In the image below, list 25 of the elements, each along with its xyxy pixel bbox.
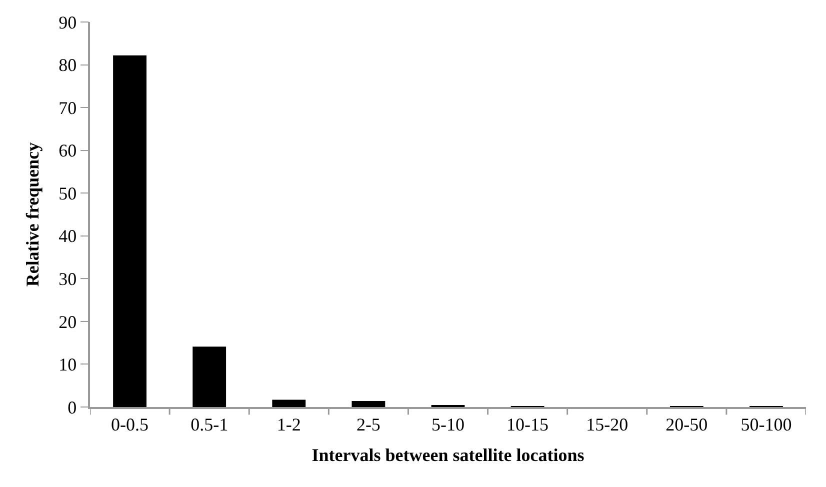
y-tick-label: 90	[58, 12, 77, 32]
x-tick-label: 2-5	[356, 414, 380, 434]
x-tick-label: 20-50	[666, 414, 708, 434]
bar	[272, 400, 306, 407]
y-tick-label: 50	[58, 183, 77, 204]
x-tick-label: 1-2	[276, 414, 301, 434]
x-tick-label: 0.5-1	[190, 414, 228, 434]
x-tick-label: 0-0.5	[111, 414, 149, 434]
y-tick-label: 80	[58, 55, 77, 76]
y-axis-title: Relative frequency	[22, 142, 42, 287]
y-tick-label: 20	[58, 312, 77, 332]
bar	[192, 346, 226, 407]
y-tick-label: 10	[58, 354, 77, 375]
x-tick-label: 50-100	[740, 414, 792, 434]
x-axis-title: Intervals between satellite locations	[312, 444, 584, 465]
y-tick-label: 70	[58, 98, 77, 118]
bar	[352, 401, 386, 407]
x-tick-label: 5-10	[432, 414, 464, 434]
y-tick-label: 30	[58, 268, 77, 289]
y-tick-label: 0	[68, 397, 77, 418]
y-tick-label: 40	[58, 226, 77, 246]
y-tick-label: 60	[58, 140, 77, 161]
bar	[113, 55, 146, 407]
x-tick-label: 10-15	[506, 414, 549, 434]
x-tick-label: 15-20	[586, 414, 628, 434]
